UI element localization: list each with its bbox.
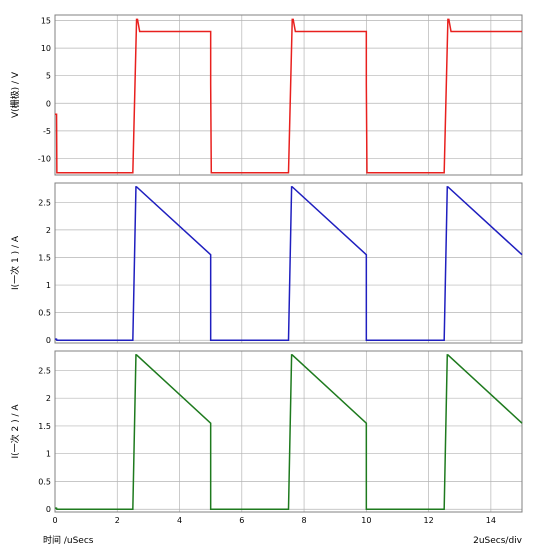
gate-voltage-y-axis-label: V(栅极) / V [9,71,21,118]
primary-current-1-y-tick-label: 0.5 [38,309,51,318]
x-tick-label: 2 [115,516,120,525]
gate-voltage-y-tick-label: -5 [43,127,51,136]
x-tick-label: 10 [361,516,371,525]
gate-voltage-trace [55,18,522,174]
gate-voltage-y-tick-label: 10 [41,44,51,53]
primary-current-2-trace [55,354,523,510]
x-axis-label: 时间 /uSecs [43,534,94,546]
primary-current-1-y-tick-label: 2.5 [38,198,51,207]
x-tick-label: 4 [177,516,182,525]
primary-current-2-y-tick-label: 2 [46,394,51,403]
primary-current-2-y-tick-label: 0.5 [38,477,51,486]
gate-voltage-frame [54,14,523,176]
primary-current-2-y-tick-label: 2.5 [38,366,51,375]
gate-voltage-y-tick-label: 15 [41,17,51,26]
primary-current-1-y-tick-label: 2 [46,226,51,235]
primary-current-1-frame [54,182,523,344]
x-tick-label: 8 [302,516,307,525]
time-scale-label: 2uSecs/div [473,536,523,546]
primary-current-1-y-tick-label: 1 [46,281,51,290]
primary-current-1-y-tick-label: 1.5 [38,253,51,262]
primary-current-1-trace [55,186,523,341]
gate-voltage-y-tick-label: 5 [46,72,51,81]
gate-voltage-panel: -10 -5 0 5 10 15 V(栅极) / V [9,14,523,176]
primary-current-1-y-axis-label: I(一次 1 ) / A [9,235,21,290]
primary-current-2-panel: 0 0.5 1 1.5 2 2.5 0 2 4 6 8 10 12 14 I(一次 2 ) / A [9,350,523,525]
x-tick-label: 6 [239,516,244,525]
x-tick-label: 0 [52,516,57,525]
primary-current-1-panel: 0 0.5 1 1.5 2 2.5 I(一次 1 ) / A [9,182,523,345]
gate-voltage-y-tick-label: -10 [38,154,51,163]
x-tick-label: 14 [486,516,496,525]
primary-current-2-y-tick-label: 0 [46,505,51,514]
gate-voltage-y-tick-label: 0 [46,99,51,108]
primary-current-2-y-tick-label: 1 [46,450,51,459]
primary-current-2-frame [54,350,523,513]
x-tick-label: 12 [424,516,434,525]
primary-current-2-y-axis-label: I(一次 2 ) / A [9,404,21,459]
primary-current-1-y-tick-label: 0 [46,336,51,345]
primary-current-2-y-tick-label: 1.5 [38,422,51,431]
